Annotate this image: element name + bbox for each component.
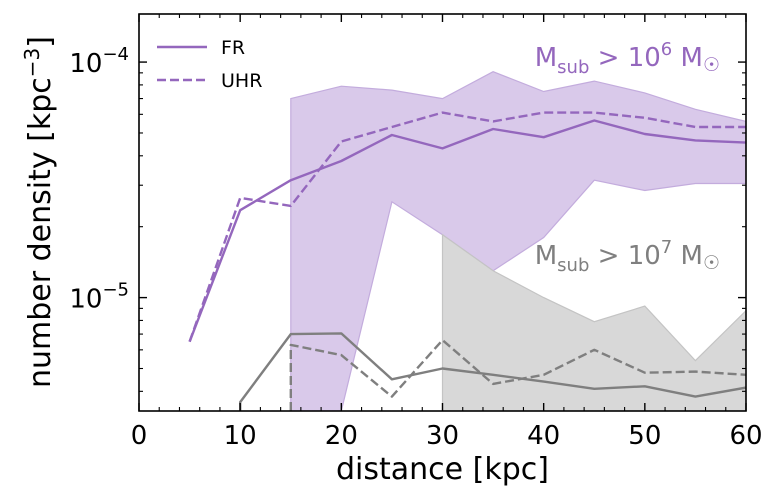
x-axis-title: distance [kpc]: [336, 452, 549, 487]
scatter-bands: [290, 71, 746, 411]
annotation-msub-1e7: Msub > 107 M☉: [535, 237, 720, 276]
x-tick-label: 40: [527, 421, 560, 451]
legend: FR UHR: [157, 37, 262, 92]
x-tick-label: 50: [628, 421, 661, 451]
y-tick-label: 10−5: [69, 280, 129, 315]
x-tick-label: 60: [729, 421, 762, 451]
x-tick-label: 30: [426, 421, 459, 451]
uhr-line-msub-1e7: [289, 338, 746, 411]
series-lines: [188, 111, 746, 411]
uhr-line-msub-1e6: [188, 111, 746, 343]
plot-frame: [138, 13, 747, 412]
annotation-msub-1e6: Msub > 106 M☉: [535, 39, 720, 78]
y-tick-labels: 10−5 10−4: [69, 44, 129, 315]
legend-fr-label: FR: [221, 37, 245, 59]
fr-line-msub-1e7: [238, 332, 746, 411]
scatter-band-msub-1e7: [441, 233, 746, 411]
y-tick-label: 10−4: [69, 44, 129, 79]
fr-line-msub-1e6: [188, 119, 746, 343]
scatter-band-msub-1e6: [290, 71, 746, 411]
x-tick-labels: 0 10 20 30 40 50 60: [131, 421, 763, 451]
x-tick-label: 20: [325, 421, 358, 451]
x-tick-label: 0: [131, 421, 148, 451]
legend-uhr-label: UHR: [221, 70, 262, 92]
y-axis-title: number density [kpc−3]: [20, 36, 58, 388]
x-tick-label: 10: [224, 421, 257, 451]
